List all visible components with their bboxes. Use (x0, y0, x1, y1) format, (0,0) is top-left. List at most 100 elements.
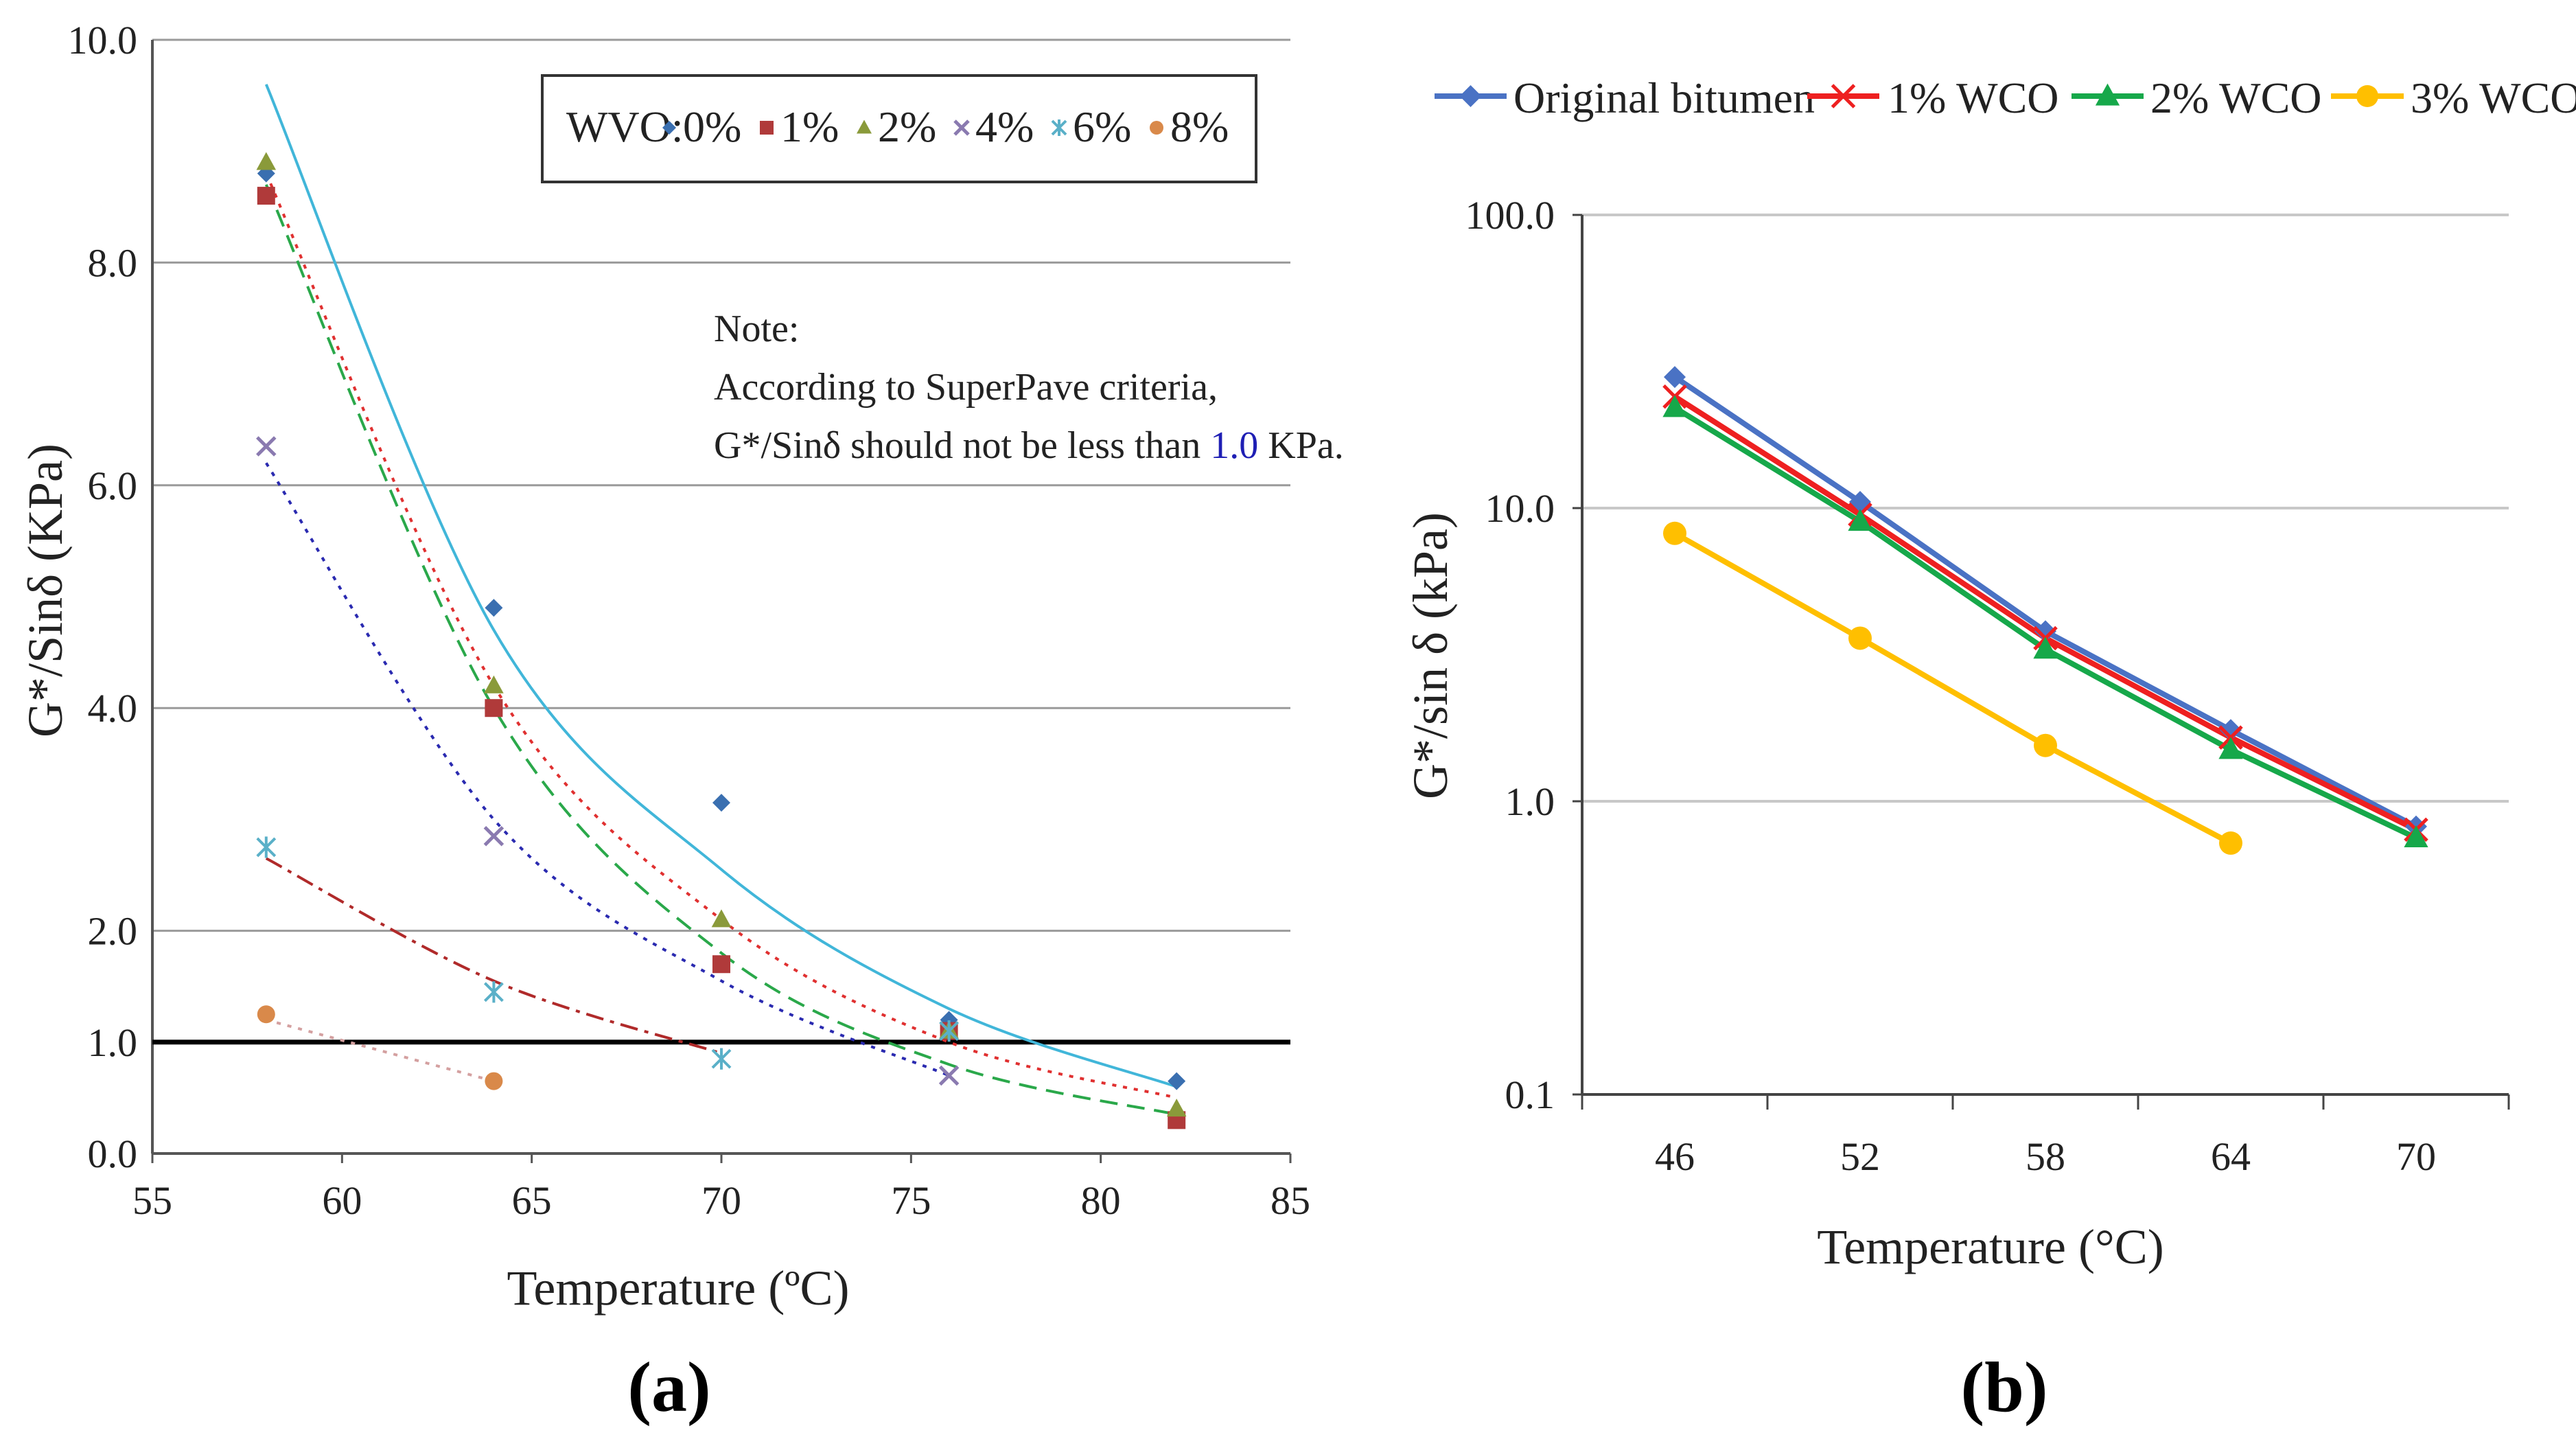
panel-a-x-tick-label: 55 (132, 1178, 172, 1223)
panel-b-original-bitumen-point (1664, 366, 1686, 389)
panel-a-legend-marker-2pct (857, 119, 872, 134)
panel-b-3pct-wco-point (2219, 831, 2242, 855)
panel-a-data-points (256, 152, 1187, 1129)
panel-a-x-tick-label: 60 (322, 1178, 362, 1223)
panel-b-data-points (1662, 366, 2428, 855)
panel-b-legend-3pct-wco-label: 3% WCO (2411, 73, 2576, 122)
panel-b-y-tick-label: 100.0 (1465, 193, 1555, 238)
panel-b-x-tick-label: 64 (2211, 1134, 2251, 1179)
panel-a-point-4pct (483, 825, 504, 847)
panel-a-note-threshold-value: 1.0 (1210, 424, 1258, 467)
panel-a-legend-marker-8pct (1150, 121, 1163, 135)
panel-b-y-tick-label: 10.0 (1485, 486, 1555, 531)
panel-a-x-axis-label: Temperature (ºC) (507, 1261, 849, 1316)
panel-a-note-unit: KPa. (1268, 424, 1343, 467)
panel-a-legend-box (541, 74, 1257, 183)
panel-a-point-2pct (256, 152, 277, 170)
panel-b-legend-2pct-wco-marker (2095, 83, 2120, 106)
panel-a-point-2pct (1166, 1099, 1187, 1117)
panel-b-2pct-wco-point (2404, 825, 2428, 847)
panel-b-legend-2pct-wco-label: 2% WCO (2150, 73, 2321, 122)
panel-a-point-1pct (257, 187, 275, 205)
panel-b-y-tick-label: 0.1 (1505, 1072, 1555, 1117)
panel-b-3pct-wco-point (2034, 733, 2057, 757)
panel-a-point-4pct (256, 436, 277, 457)
panel-a-y-tick-label: 6.0 (88, 463, 138, 508)
panel-b-legend-1pct-wco-marker (1831, 84, 1856, 108)
panel-a-trendline-8pct (266, 1018, 494, 1083)
panel-a-point-2pct (711, 909, 732, 928)
panel-a-legend-label-1pct: 1% (780, 102, 839, 151)
panel-a-tick-labels: 0.0 1.0 2.0 4.0 6.0 8.0 10.0 55 60 65 70 75 80 85 (68, 18, 1311, 1223)
panel-b-y-axis-label: G*/sin δ (kPa) (1403, 512, 1458, 799)
panel-a-y-tick-label: 2.0 (88, 909, 138, 954)
panel-a-trendline-2pct (264, 184, 1177, 1116)
panel-b-series-lines (1673, 374, 2417, 846)
panel-b-x-tick-label: 58 (2026, 1134, 2065, 1179)
panel-a-point-0pct (1168, 1072, 1186, 1090)
panel-b-original-bitumen-line (1673, 374, 2417, 829)
panel-a-y-tick-label: 10.0 (68, 18, 138, 62)
panel-b-legend: Original bitumen 1% WCO 2% WCO 3% WCO (1435, 73, 2576, 122)
panel-a-trendline-6pct (265, 857, 722, 1055)
panel-a-y-tick-label: 0.0 (88, 1132, 138, 1176)
panel-a-legend-items: 0% 1% 2% 4% 6% 8% (662, 102, 1229, 151)
panel-a-legend-marker-0pct (662, 121, 676, 135)
panel-a-legend-label-0pct: 0% (683, 102, 741, 151)
panel-a-point-6pct (483, 981, 504, 1003)
panel-a-point-1pct (485, 699, 503, 718)
panel-a-point-2pct (484, 675, 504, 693)
panel-b-2pct-wco-point (2033, 636, 2058, 659)
panel-b-original-bitumen-point (2220, 719, 2242, 742)
panel-b-1pct-wco-line (1673, 394, 2417, 832)
panel-b-axes (1573, 214, 2510, 1110)
panel-a-legend: WVO: 0% 1% 2% 4% 6% 8% (541, 74, 1257, 183)
panel-b-legend-original-bitumen-marker (1459, 85, 1482, 107)
panel-a-y-tick-label: 1.0 (88, 1020, 138, 1065)
panel-a-legend-marker-6pct (1051, 119, 1067, 136)
panel-a-point-0pct (485, 599, 503, 617)
panel-b-chart: 0.1 1.0 10.0 100.0 46 52 58 64 70 Original bitum… (1403, 73, 2576, 1427)
panel-a-note-line-2: G*/Sinδ should not be less than 1.0 KPa. (714, 424, 1344, 467)
panel-a-axes (151, 40, 1292, 1163)
panel-a-point-4pct (938, 1065, 960, 1086)
panel-b-original-bitumen-point (2034, 620, 2056, 643)
panel-a-trendline-0pct (264, 84, 1177, 1088)
panel-a-y-tick-label: 4.0 (88, 686, 138, 731)
panel-b-2pct-wco-point (1662, 395, 1687, 417)
panel-b-label: (b) (1960, 1348, 2047, 1427)
panel-b-legend-original-bitumen-label: Original bitumen (1513, 73, 1815, 122)
panel-a-label: (a) (627, 1348, 710, 1427)
panel-b-gridlines (1582, 214, 2509, 803)
panel-a-legend-label-2pct: 2% (878, 102, 936, 151)
panel-a-trendline-4pct (265, 462, 950, 1077)
panel-b-2pct-wco-point (1848, 509, 1872, 531)
panel-a-legend-marker-1pct (760, 121, 774, 135)
panel-b-y-tick-label: 1.0 (1505, 779, 1555, 824)
panel-a-point-8pct (257, 1005, 275, 1024)
panel-a-legend-label-6pct: 6% (1073, 102, 1131, 151)
panel-a-note: Note: According to SuperPave criteria, G… (714, 308, 1344, 467)
panel-a-point-6pct (711, 1048, 732, 1070)
panel-b-3pct-wco-line (1673, 531, 2232, 846)
panel-a-x-tick-label: 85 (1270, 1178, 1310, 1223)
panel-b-legend-1pct-wco-label: 1% WCO (1888, 73, 2058, 122)
panel-b-x-tick-label: 46 (1655, 1134, 1695, 1179)
panel-b-legend-3pct-wco-marker (2356, 85, 2378, 107)
panel-b-x-tick-label: 52 (1840, 1134, 1880, 1179)
panel-a-legend-label-8pct: 8% (1170, 102, 1229, 151)
panel-b-3pct-wco-point (1663, 521, 1686, 545)
panel-a-point-6pct (939, 1020, 960, 1042)
panel-a-chart: 0.0 1.0 2.0 4.0 6.0 8.0 10.0 55 60 65 70 75 80 85 Tem… (18, 18, 1344, 1427)
panel-a-point-8pct (485, 1072, 503, 1090)
panel-a-legend-marker-4pct (953, 119, 970, 136)
panel-a-legend-label-4pct: 4% (975, 102, 1034, 151)
panel-a-point-6pct (256, 836, 277, 858)
panel-a-x-tick-label: 65 (512, 1178, 552, 1223)
panel-a-y-tick-label: 8.0 (88, 240, 138, 285)
panel-a-y-axis-label: G*/Sinδ (KPa) (18, 444, 73, 737)
panel-a-note-line-2-text: G*/Sinδ should not be less than (714, 424, 1200, 467)
panel-b-x-axis-label: Temperature (°C) (1817, 1219, 2164, 1274)
panel-b-2pct-wco-point (2218, 737, 2243, 759)
